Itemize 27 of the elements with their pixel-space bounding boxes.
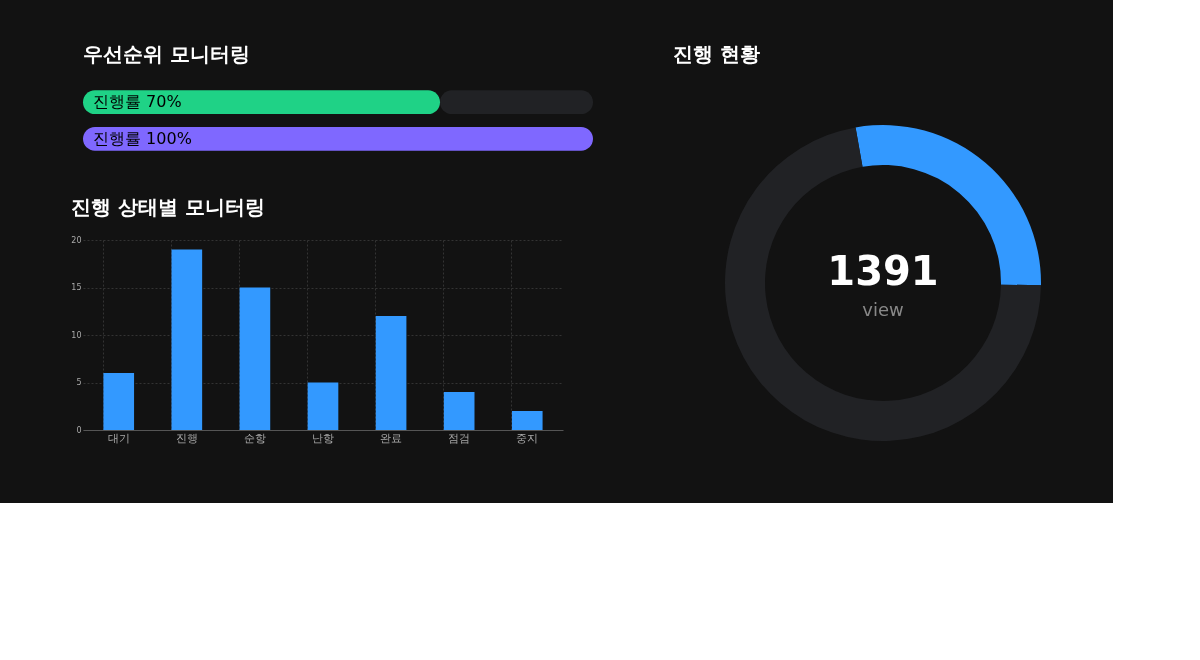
x-tick-label: 중지	[516, 431, 539, 445]
y-tick-label: 5	[76, 378, 82, 387]
bar	[307, 382, 339, 430]
chart-title: 진행 상태별 모니터링	[70, 195, 265, 219]
x-tick-label: 완료	[380, 431, 403, 445]
bar	[443, 392, 475, 430]
x-tick-label: 순항	[243, 431, 266, 445]
text: view	[862, 299, 904, 320]
x-tick-label: 대기	[107, 431, 130, 445]
x-tick-label: 진행	[175, 431, 198, 445]
y-tick-label: 20	[71, 235, 82, 245]
y-tick-label: 10	[71, 330, 82, 340]
bar	[375, 316, 407, 430]
data-label: 진행률 100%	[93, 128, 192, 148]
y-tick-label: 0	[76, 425, 82, 435]
donut-slice	[725, 127, 1041, 441]
bar	[103, 373, 135, 430]
bar	[239, 287, 271, 430]
chart-title: 우선순위 모니터링	[83, 42, 250, 66]
chart-title: 진행 현황	[673, 42, 760, 66]
bar	[171, 249, 203, 430]
x-tick-label: 난항	[312, 431, 334, 445]
text: 1391	[827, 248, 939, 294]
data-label: 진행률 70%	[93, 92, 182, 112]
x-tick-label: 점검	[448, 431, 471, 445]
y-tick-label: 15	[71, 283, 82, 292]
bar	[511, 411, 543, 430]
